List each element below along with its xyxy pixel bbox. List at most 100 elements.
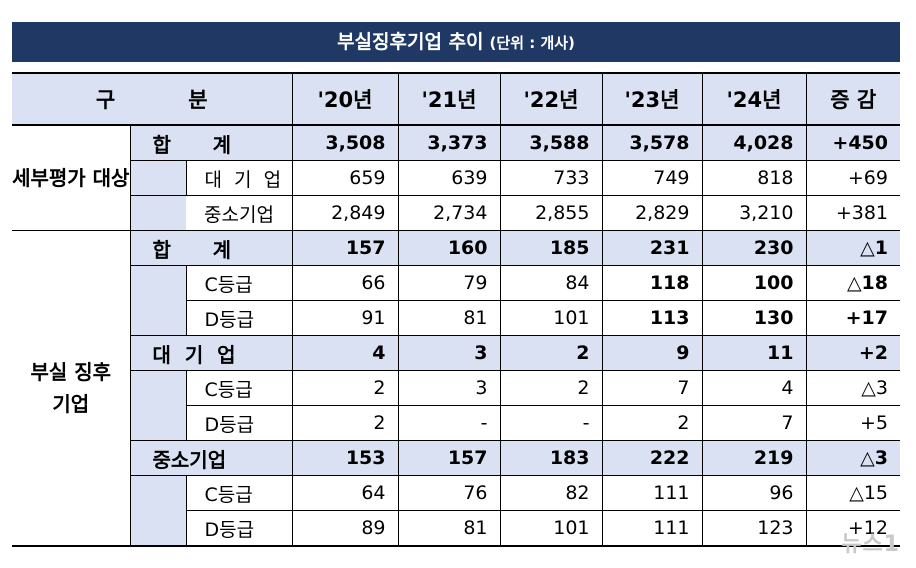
title-text: 부실징후기업 추이 <box>337 31 484 53</box>
table-row: D등급 89 81 101 111 123 +12 <box>12 510 900 547</box>
change-cell: +450 <box>805 125 900 161</box>
cell: 2 <box>291 405 398 441</box>
cell: - <box>397 405 500 441</box>
cell: 7 <box>701 405 806 441</box>
indent-spacer <box>129 160 186 196</box>
row-label: 대 기 업 <box>185 160 292 196</box>
table-row: 세부평가 대상 합 계 3,508 3,373 3,588 3,578 4,02… <box>12 125 900 231</box>
cell: 101 <box>499 510 602 547</box>
change-cell: △3 <box>805 440 900 476</box>
change-cell: △1 <box>805 230 900 266</box>
cell: 3,508 <box>291 125 398 161</box>
change-cell: △18 <box>805 265 900 301</box>
cell: 79 <box>397 265 500 301</box>
indent-spacer <box>129 510 186 547</box>
cell: 231 <box>601 230 702 266</box>
header-change: 증 감 <box>805 72 900 126</box>
change-cell: +69 <box>805 160 900 196</box>
cell: 2,829 <box>601 195 702 231</box>
cell: 157 <box>291 230 398 266</box>
change-cell: +12 <box>805 510 900 547</box>
header-year-2023: '23년 <box>601 72 702 126</box>
row-label: 합 계 <box>129 230 292 266</box>
cell: 3 <box>397 370 500 406</box>
table-row: D등급 2 - - 2 7 +5 <box>12 405 900 441</box>
row-label: C등급 <box>185 265 292 301</box>
table-row: 대 기 업 659 639 733 749 818 +69 <box>12 160 900 196</box>
cell: 3,373 <box>397 125 500 161</box>
cell: 818 <box>701 160 806 196</box>
watermark-logo: 뉴스1 <box>841 532 900 557</box>
row-label: 중소기업 <box>129 440 292 476</box>
cell: 9 <box>601 335 702 371</box>
table-title: 부실징후기업 추이 (단위 : 개사) <box>12 22 900 62</box>
change-cell: △15 <box>805 475 900 511</box>
table-row: 대 기 업 4 3 2 9 11 +2 <box>12 335 900 371</box>
row-label: C등급 <box>185 475 292 511</box>
table-row: C등급 66 79 84 118 100 △18 <box>12 265 900 301</box>
row-label: 중소기업 <box>186 195 292 231</box>
cell: 123 <box>701 510 806 547</box>
cell: 749 <box>601 160 702 196</box>
section-label-eval: 세부평가 대상 <box>12 125 130 231</box>
table-row: 중소기업 153 157 183 222 219 △3 <box>12 440 900 476</box>
cell: 3,210 <box>701 195 806 231</box>
cell: 3,588 <box>499 125 602 161</box>
cell: 96 <box>701 475 806 511</box>
cell: 111 <box>601 510 702 547</box>
header-year-2020: '20년 <box>291 72 398 126</box>
indent-spacer <box>129 370 186 406</box>
table-row: D등급 91 81 101 113 130 +17 <box>12 300 900 336</box>
cell: 2,849 <box>291 195 398 231</box>
cell: 64 <box>291 475 398 511</box>
cell: 3,578 <box>601 125 702 161</box>
cell: 76 <box>397 475 500 511</box>
cell: 4 <box>701 370 806 406</box>
indent-spacer <box>129 300 186 336</box>
cell: 659 <box>291 160 398 196</box>
row-label: 대 기 업 <box>129 335 292 371</box>
cell: 2,734 <box>397 195 500 231</box>
indent-spacer <box>129 405 186 441</box>
distressed-companies-table: 구 분 '20년 '21년 '22년 '23년 '24년 증 감 세부평가 대상… <box>12 72 900 547</box>
cell: - <box>499 405 602 441</box>
header-row: 구 분 '20년 '21년 '22년 '23년 '24년 증 감 <box>12 72 900 126</box>
change-cell: △3 <box>805 370 900 406</box>
cell: 185 <box>499 230 602 266</box>
cell: 118 <box>601 265 702 301</box>
cell: 3 <box>397 335 500 371</box>
row-label: D등급 <box>185 300 292 336</box>
cell: 219 <box>701 440 806 476</box>
change-cell: +381 <box>805 195 900 231</box>
header-category: 구 분 <box>12 72 292 126</box>
cell: 160 <box>397 230 500 266</box>
cell: 100 <box>701 265 806 301</box>
cell: 2 <box>499 370 602 406</box>
section-label-distressed: 부실 징후기업 <box>12 230 130 547</box>
cell: 101 <box>499 300 602 336</box>
cell: 84 <box>499 265 602 301</box>
cell: 82 <box>499 475 602 511</box>
cell: 222 <box>601 440 702 476</box>
cell: 130 <box>701 300 806 336</box>
change-cell: +5 <box>805 405 900 441</box>
cell: 111 <box>601 475 702 511</box>
indent-spacer <box>129 475 186 511</box>
cell: 7 <box>601 370 702 406</box>
cell: 2,855 <box>499 195 602 231</box>
cell: 66 <box>291 265 398 301</box>
row-label: D등급 <box>185 405 292 441</box>
cell: 2 <box>499 335 602 371</box>
cell: 89 <box>291 510 398 547</box>
cell: 4,028 <box>701 125 806 161</box>
cell: 11 <box>701 335 806 371</box>
cell: 2 <box>291 370 398 406</box>
change-cell: +2 <box>805 335 900 371</box>
row-label: 합 계 <box>129 125 292 161</box>
cell: 91 <box>291 300 398 336</box>
cell: 733 <box>499 160 602 196</box>
table-row: C등급 2 3 2 7 4 △3 <box>12 370 900 406</box>
cell: 230 <box>701 230 806 266</box>
cell: 81 <box>397 300 500 336</box>
cell: 2 <box>601 405 702 441</box>
